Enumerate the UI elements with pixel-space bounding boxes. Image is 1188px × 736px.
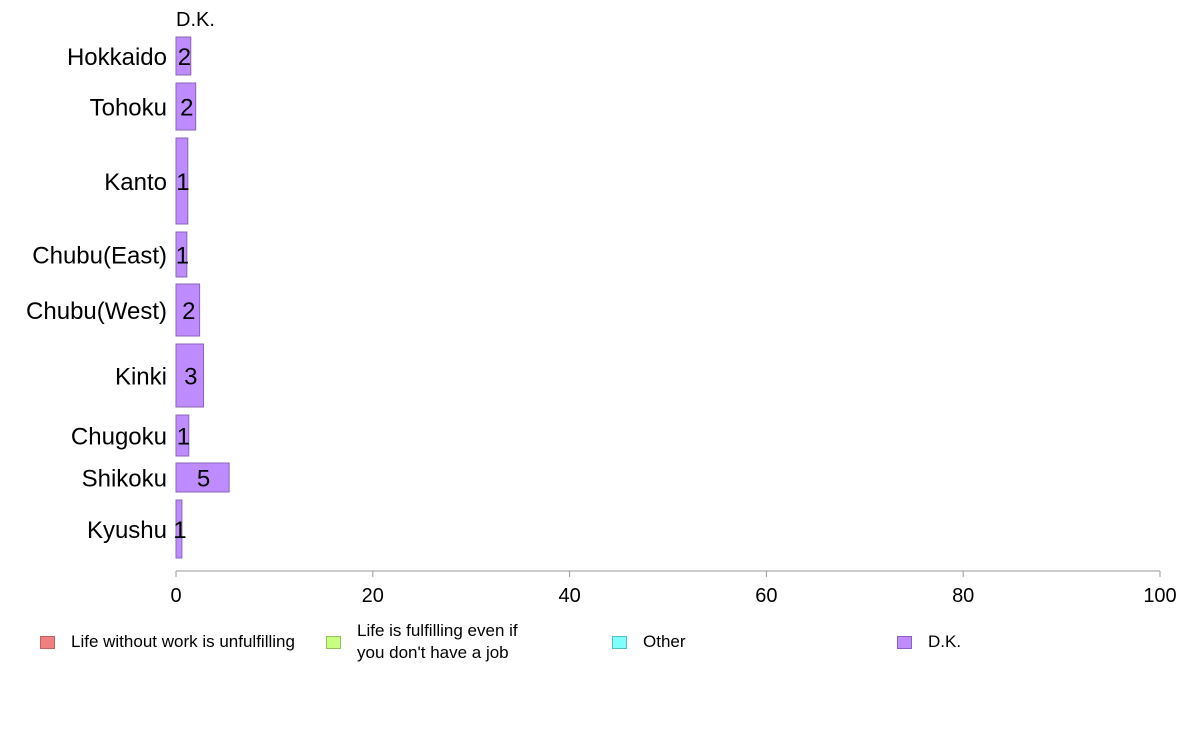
legend-swatch (326, 635, 341, 649)
bar-label-tohoku: 2 (180, 95, 193, 122)
x-tick-label: 100 (1143, 585, 1176, 607)
legend-label: Life without work is unfulfilling (71, 632, 295, 651)
bar-tohoku (175, 82, 197, 131)
panel-title: D.K. (176, 9, 215, 31)
legend-swatch (612, 635, 627, 649)
legend-item-other: Other (612, 618, 686, 666)
bar-label-kanto: 1 (176, 169, 189, 196)
legend-swatch (897, 635, 912, 649)
category-label-chugoku: Chugoku (71, 424, 167, 451)
category-label-chubu-east: Chubu(East) (32, 243, 167, 270)
bar-label-kyushu: 1 (173, 517, 186, 544)
category-label-kyushu: Kyushu (87, 517, 167, 544)
legend-item-dk: D.K. (897, 618, 961, 666)
bar-label-chugoku: 1 (177, 424, 190, 451)
legend-label: D.K. (928, 632, 962, 651)
bar-label-hokkaido: 2 (178, 44, 191, 71)
legend-label-line: Life is fulfilling even if (357, 621, 518, 640)
category-label-tohoku: Tohoku (90, 95, 167, 122)
category-label-chubu-west: Chubu(West) (26, 298, 167, 325)
legend-label-line: you don't have a job (357, 643, 509, 662)
category-label-kanto: Kanto (104, 169, 167, 196)
category-label-kinki: Kinki (115, 364, 167, 391)
bar-chubu-east (175, 231, 188, 278)
category-labels: Hokkaido Tohoku Kanto Chubu(East) Chubu(West… (26, 44, 167, 544)
bar-chugoku (175, 414, 190, 457)
bar-chubu-west (175, 283, 201, 337)
x-axis: 0 20 40 60 80 100 (170, 570, 1177, 607)
bar-label-chubu-west: 2 (182, 298, 195, 325)
bar-hokkaido (175, 36, 192, 76)
category-label-shikoku: Shikoku (82, 466, 167, 493)
x-tick-label: 60 (755, 585, 777, 607)
bar-label-kinki: 3 (184, 364, 197, 391)
x-tick-label: 80 (952, 585, 974, 607)
x-tick-label: 20 (362, 585, 384, 607)
category-label-hokkaido: Hokkaido (67, 44, 167, 71)
legend-item-life-fulfilling: Life is fulfilling even if you don't hav… (326, 618, 518, 666)
bar-shikoku (175, 462, 230, 493)
bar-kanto (175, 137, 189, 225)
bar-label-shikoku: 5 (197, 466, 210, 493)
legend-label: Life is fulfilling even if you don't hav… (357, 620, 518, 664)
bar-label-chubu-east: 1 (176, 243, 189, 270)
x-tick-label: 0 (170, 585, 181, 607)
bar-kyushu (175, 499, 183, 559)
legend-swatch (40, 635, 55, 649)
x-tick-label: 40 (558, 585, 580, 607)
legend: Life without work is unfulfilling Life i… (0, 618, 1188, 668)
legend-item-life-without-work: Life without work is unfulfilling (40, 618, 295, 666)
bar-kinki (175, 343, 205, 408)
legend-label: Other (643, 632, 686, 651)
